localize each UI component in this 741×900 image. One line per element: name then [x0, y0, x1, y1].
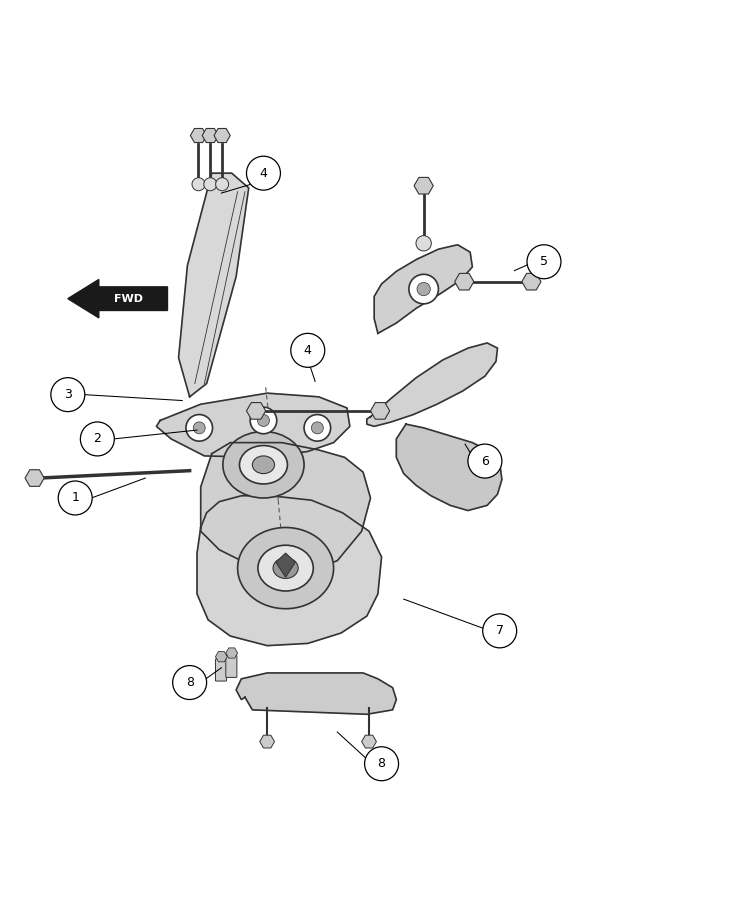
Text: 1: 1 — [71, 491, 79, 505]
Polygon shape — [247, 402, 266, 419]
Circle shape — [417, 283, 431, 296]
Polygon shape — [179, 173, 249, 397]
Circle shape — [173, 666, 207, 699]
Circle shape — [290, 333, 325, 367]
Circle shape — [468, 444, 502, 478]
Circle shape — [216, 177, 229, 191]
Polygon shape — [414, 177, 433, 194]
Circle shape — [186, 415, 213, 441]
Ellipse shape — [258, 545, 313, 591]
FancyBboxPatch shape — [226, 655, 237, 678]
Circle shape — [304, 415, 330, 441]
Circle shape — [409, 274, 439, 304]
Circle shape — [192, 177, 205, 191]
Polygon shape — [25, 470, 44, 486]
Text: 6: 6 — [481, 454, 489, 468]
Circle shape — [51, 378, 84, 411]
Circle shape — [193, 422, 205, 434]
Polygon shape — [260, 735, 274, 748]
Polygon shape — [374, 245, 472, 333]
Circle shape — [482, 614, 516, 648]
Polygon shape — [214, 129, 230, 142]
Circle shape — [204, 177, 217, 191]
Text: FWD: FWD — [114, 293, 143, 303]
Text: 8: 8 — [378, 757, 385, 770]
Ellipse shape — [253, 456, 274, 473]
Text: 4: 4 — [304, 344, 312, 356]
Ellipse shape — [223, 431, 304, 498]
Circle shape — [311, 422, 323, 434]
Polygon shape — [216, 652, 227, 662]
Polygon shape — [455, 274, 473, 290]
Polygon shape — [197, 496, 382, 645]
Polygon shape — [396, 424, 502, 510]
Polygon shape — [202, 129, 219, 142]
Circle shape — [80, 422, 114, 456]
FancyBboxPatch shape — [216, 659, 227, 681]
Circle shape — [365, 747, 399, 780]
Text: 5: 5 — [540, 256, 548, 268]
Circle shape — [257, 415, 270, 427]
Circle shape — [59, 481, 92, 515]
Polygon shape — [201, 443, 370, 575]
Ellipse shape — [239, 446, 288, 484]
Text: 2: 2 — [93, 432, 102, 446]
Text: 7: 7 — [496, 625, 504, 637]
Circle shape — [416, 236, 431, 251]
Circle shape — [527, 245, 561, 279]
Polygon shape — [276, 554, 295, 577]
Polygon shape — [226, 648, 238, 658]
Polygon shape — [190, 129, 207, 142]
Polygon shape — [522, 274, 541, 290]
Polygon shape — [156, 393, 350, 457]
Text: 3: 3 — [64, 388, 72, 401]
Circle shape — [250, 407, 276, 434]
Polygon shape — [367, 343, 497, 427]
Circle shape — [247, 157, 280, 190]
FancyArrow shape — [68, 280, 167, 318]
Ellipse shape — [273, 558, 298, 579]
Polygon shape — [236, 673, 396, 715]
Ellipse shape — [238, 527, 333, 608]
Text: 4: 4 — [259, 166, 268, 180]
Polygon shape — [370, 402, 390, 419]
Text: 8: 8 — [186, 676, 193, 689]
Polygon shape — [362, 735, 376, 748]
